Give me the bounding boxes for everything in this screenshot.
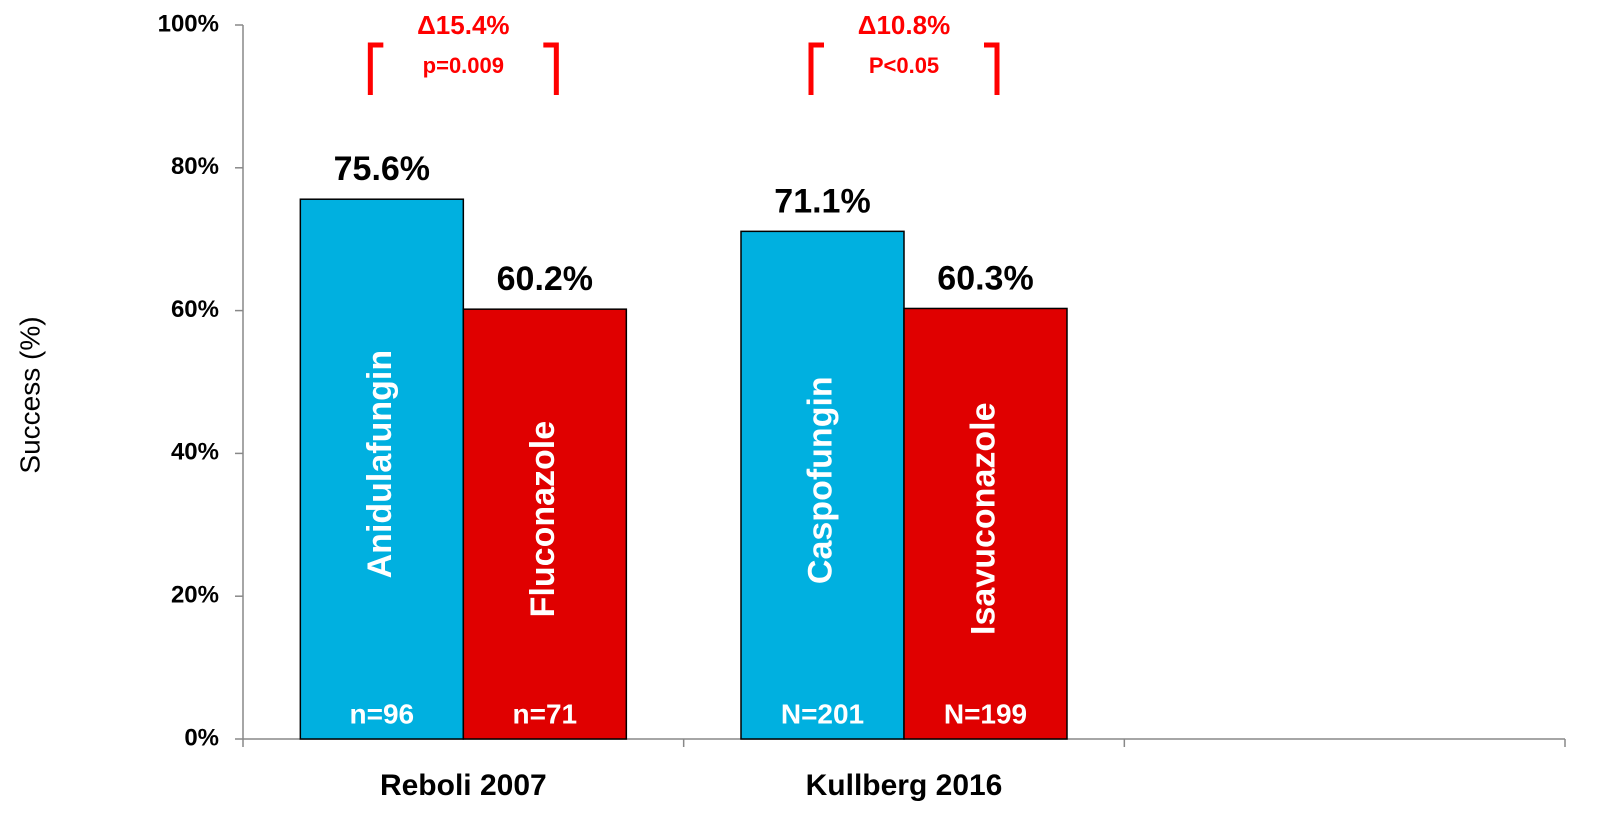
p-value-label: p=0.009 [423,53,504,78]
bar [299,198,465,740]
delta-label: Δ10.8% [858,10,950,40]
bar-label: Isavuconazole [964,403,1002,635]
y-axis-label: Success (%) [14,316,45,473]
bar [903,307,1068,740]
y-tick-label: 0% [184,724,219,751]
sample-size: n=96 [350,698,415,729]
p-value-label: P<0.05 [869,53,939,78]
value-label: 71.1% [774,182,870,220]
bar-label: Anidulafungin [361,350,399,579]
bar-label: Fluconazole [524,421,562,617]
x-tick-label: Reboli 2007 [380,769,547,802]
delta-label: Δ15.4% [417,10,509,40]
bracket [367,42,559,95]
y-tick-label: 100% [158,10,219,37]
value-label: 75.6% [334,150,430,188]
value-label: 60.3% [937,259,1033,297]
x-tick-label: Kullberg 2016 [806,769,1003,802]
y-tick-label: 80% [171,153,219,180]
y-tick-label: 60% [171,296,219,323]
bracket [808,42,1000,95]
bar [462,308,628,740]
value-label: 60.2% [497,260,593,298]
y-tick-label: 40% [171,439,219,466]
bar [740,230,905,740]
sample-size: N=199 [944,698,1027,729]
y-tick-label: 20% [171,582,219,609]
sample-size: N=201 [781,698,864,729]
sample-size: n=71 [513,698,578,729]
bar-label: Caspofungin [801,376,839,584]
